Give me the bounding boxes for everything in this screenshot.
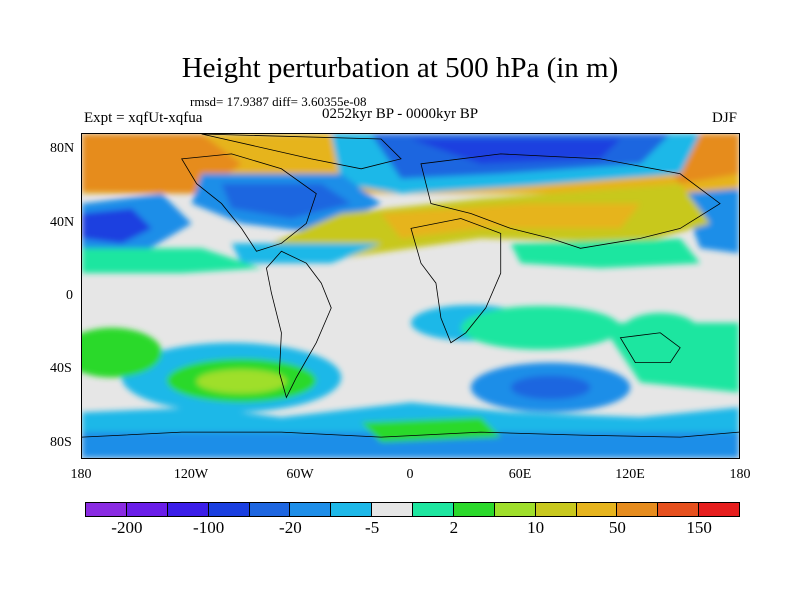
colorbar-swatch	[575, 502, 618, 517]
colorbar-swatch	[371, 502, 413, 517]
colorbar-swatch	[412, 502, 454, 517]
colorbar-label: -5	[365, 518, 380, 537]
colorbar-label: 2	[449, 518, 459, 537]
colorbar-swatch	[616, 502, 659, 517]
colorbar-swatch	[452, 502, 495, 517]
lon-label: 60W	[286, 467, 314, 482]
colorbar-swatch	[534, 502, 577, 517]
colorbar-swatch	[289, 502, 332, 517]
lon-label: 60E	[508, 467, 532, 482]
period-label: 0252kyr BP - 0000kyr BP	[322, 106, 479, 122]
colorbar-swatch	[698, 502, 740, 517]
colorbar	[85, 502, 740, 517]
lat-label: 0	[66, 288, 73, 303]
colorbar-label: 150	[686, 518, 712, 537]
field-map	[82, 134, 739, 458]
lat-label: 40N	[50, 215, 75, 230]
colorbar-label: 10	[527, 518, 545, 537]
lon-label: 0	[406, 467, 414, 482]
colorbar-label: -200	[111, 518, 143, 537]
colorbar-swatch	[493, 502, 536, 517]
colorbar-swatch	[207, 502, 250, 517]
season-label: DJF	[712, 110, 738, 126]
lon-label: 120E	[615, 467, 645, 482]
colorbar-swatch	[166, 502, 209, 517]
lon-label: 180	[729, 467, 751, 482]
lat-label: 80N	[50, 141, 75, 156]
colorbar-swatch	[330, 502, 373, 517]
stats-text: rmsd= 17.9387 diff= 3.60355e-08	[190, 94, 367, 109]
colorbar-label: 50	[608, 518, 626, 537]
plot-title: Height perturbation at 500 hPa (in m)	[181, 52, 619, 84]
lat-label: 40S	[50, 361, 72, 376]
map-panel	[81, 133, 740, 459]
colorbar-label: -100	[193, 518, 225, 537]
lon-label: 120W	[173, 467, 209, 482]
colorbar-swatch	[85, 502, 127, 517]
lon-label: 180	[70, 467, 92, 482]
colorbar-label: -20	[279, 518, 302, 537]
colorbar-swatch	[248, 502, 291, 517]
colorbar-swatch	[125, 502, 168, 517]
experiment-label: Expt = xqfUt-xqfua	[84, 110, 203, 126]
colorbar-swatch	[657, 502, 700, 517]
lat-label: 80S	[50, 435, 72, 450]
